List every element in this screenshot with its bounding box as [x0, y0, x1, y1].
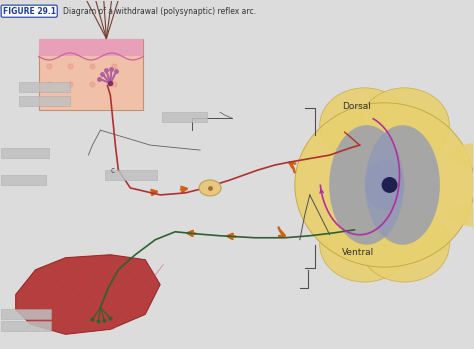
- Text: c: c: [110, 166, 115, 175]
- Text: Dorsal: Dorsal: [342, 102, 371, 111]
- FancyBboxPatch shape: [0, 148, 48, 158]
- Ellipse shape: [365, 125, 440, 245]
- FancyBboxPatch shape: [38, 38, 143, 57]
- Circle shape: [382, 177, 398, 193]
- Ellipse shape: [320, 207, 410, 282]
- Ellipse shape: [449, 201, 474, 229]
- FancyBboxPatch shape: [38, 38, 143, 110]
- Ellipse shape: [360, 88, 449, 163]
- FancyBboxPatch shape: [18, 96, 71, 106]
- Ellipse shape: [320, 88, 410, 163]
- FancyBboxPatch shape: [0, 175, 46, 185]
- Ellipse shape: [199, 180, 221, 196]
- Ellipse shape: [329, 125, 404, 245]
- FancyBboxPatch shape: [0, 310, 51, 319]
- FancyBboxPatch shape: [0, 321, 51, 331]
- Ellipse shape: [365, 160, 404, 210]
- Ellipse shape: [295, 103, 474, 267]
- Text: Ventral: Ventral: [342, 248, 374, 257]
- Text: FIGURE 29.1: FIGURE 29.1: [3, 7, 55, 16]
- FancyBboxPatch shape: [162, 112, 207, 122]
- FancyBboxPatch shape: [105, 170, 157, 180]
- Ellipse shape: [360, 207, 449, 282]
- Polygon shape: [16, 255, 160, 334]
- FancyBboxPatch shape: [18, 82, 71, 92]
- Ellipse shape: [449, 141, 474, 169]
- Text: Diagram of a withdrawal (polysynaptic) reflex arc.: Diagram of a withdrawal (polysynaptic) r…: [63, 7, 255, 16]
